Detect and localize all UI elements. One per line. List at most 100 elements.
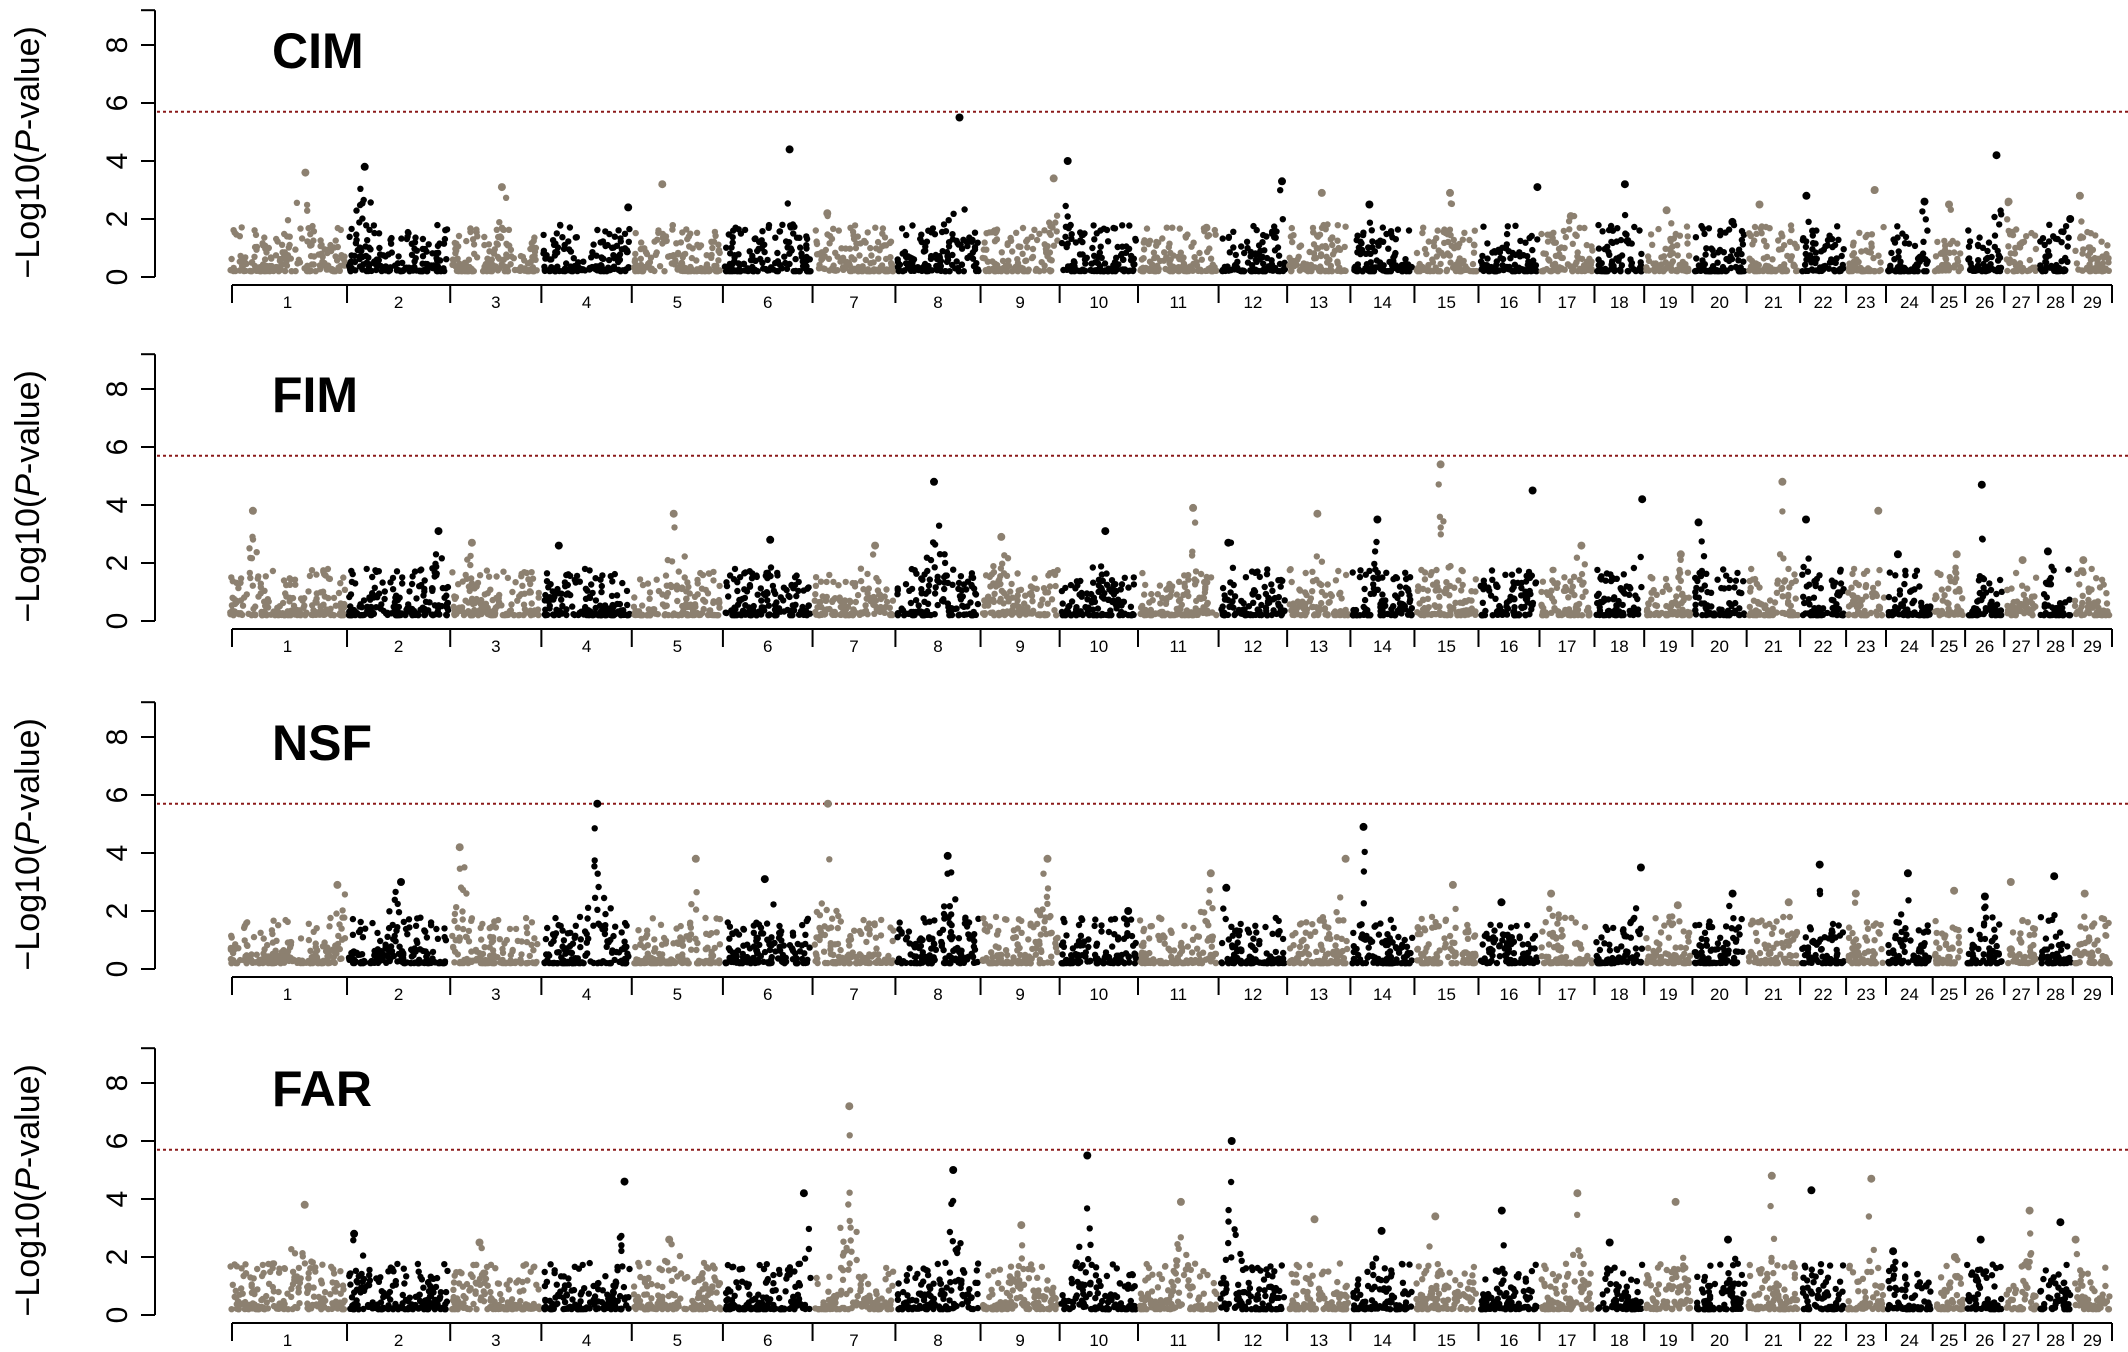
snp-point [857,565,865,572]
snp-point [550,241,558,248]
snp-point [2014,267,2021,275]
snp-point [997,611,1004,618]
snp-point [864,266,872,273]
snp-point [1717,227,1724,235]
snp-point [253,549,260,556]
snp-point [251,253,258,260]
snp-point [1281,597,1288,604]
snp-point [1303,591,1310,599]
snp-point [1479,599,1487,606]
chromosome-20-points [1691,217,1748,275]
snp-point [488,268,496,275]
snp-point [697,569,704,577]
snp-point [1205,609,1212,617]
snp-point [725,231,732,238]
snp-point [1125,245,1133,252]
snp-point [1048,257,1055,264]
snp-point [1204,599,1211,607]
snp-point [990,563,997,570]
snp-point [570,255,577,262]
snp-point [1077,229,1084,236]
snp-point [1835,236,1842,243]
snp-point [1466,236,1473,244]
snp-point [348,578,356,586]
snp-point [1907,267,1914,274]
snp-point [598,588,605,596]
snp-point [1094,253,1102,261]
snp-point [1988,253,1995,261]
snp-point [1660,253,1668,260]
snp-point [1578,255,1586,263]
snp-point [485,241,493,248]
snp-point [815,612,823,619]
snp-peak-point [1566,212,1575,221]
x-tick-label: 16 [1500,293,1519,312]
snp-point [376,244,383,252]
snp-point [236,611,243,618]
snp-point [786,593,793,601]
snp-point [774,249,781,257]
snp-point [654,236,661,243]
snp-point [678,585,685,593]
snp-point [455,232,463,240]
snp-point [1534,236,1541,243]
snp-peak-point [871,541,880,550]
snp-point [1334,222,1342,229]
snp-point [425,241,432,248]
snp-point [857,577,865,585]
snp-point [305,588,312,595]
x-tick-label: 26 [1975,293,1994,312]
snp-point [894,585,901,592]
snp-point [710,611,718,619]
snp-point [252,603,259,610]
snp-peak-point [301,168,310,177]
snp-point [898,225,906,232]
snp-point [1313,553,1321,560]
snp-point [1091,236,1098,243]
snp-point [1469,260,1477,268]
snp-point [527,245,534,253]
snp-point [971,229,979,236]
snp-point [1044,600,1051,607]
snp-point [1120,598,1128,605]
snp-point [559,234,566,241]
snp-point [479,268,487,275]
snp-point [249,582,256,589]
snp-point [874,238,882,246]
snp-point [1899,230,1906,237]
snp-point [349,570,356,578]
snp-point [1840,246,1847,253]
snp-point [901,267,908,274]
snp-point [1068,231,1075,238]
snp-point [938,228,946,236]
snp-point [1067,221,1074,229]
snp-point [776,228,784,235]
snp-point [253,246,260,253]
snp-point [1446,592,1453,599]
snp-point [611,255,618,262]
snp-point [330,268,337,275]
snp-point [780,597,787,604]
snp-point [869,551,877,558]
snp-point [1275,593,1283,601]
snp-point [998,587,1005,594]
snp-point [303,267,311,275]
snp-point [1870,254,1877,262]
snp-point [1617,236,1625,244]
snp-point [868,252,875,259]
snp-point [261,256,269,263]
snp-point [1263,571,1271,578]
snp-point [991,238,999,245]
snp-point [681,553,688,560]
snp-point [939,248,946,255]
snp-point [929,539,937,546]
snp-point [399,259,406,266]
snp-point [1022,611,1029,618]
snp-point [564,581,571,589]
snp-point [726,572,734,579]
chromosome-12-points [1219,177,1289,275]
chromosome-8-points [894,113,982,275]
snp-point [1849,267,1856,275]
snp-point [319,588,327,595]
snp-point [353,231,360,238]
